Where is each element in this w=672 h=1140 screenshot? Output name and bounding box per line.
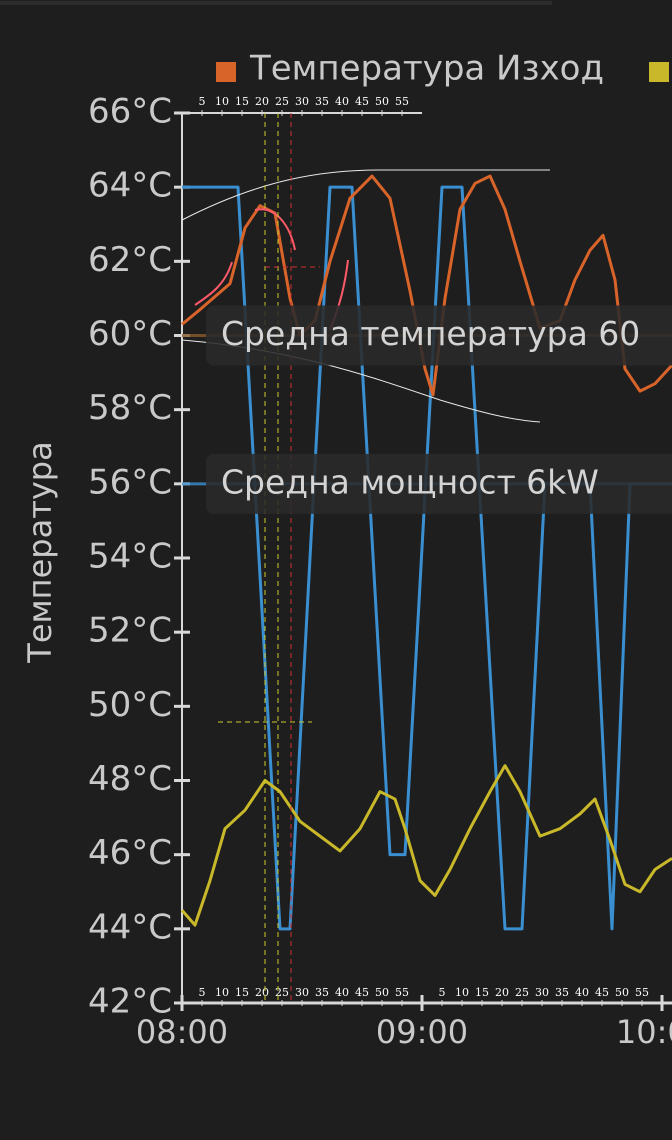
minute-label: 35	[315, 986, 329, 999]
annotation-box	[206, 453, 672, 514]
y-tick-label: 46°C	[88, 833, 172, 873]
y-tick-label: 58°C	[88, 388, 172, 428]
minute-label: 5	[199, 986, 206, 999]
legend-label: Температура Изход	[249, 49, 604, 89]
y-tick-label: 52°C	[88, 611, 172, 651]
minute-label: 20	[495, 986, 509, 999]
minute-label: 50	[375, 95, 389, 108]
minute-label: 55	[395, 986, 409, 999]
minute-label: 15	[235, 986, 249, 999]
minute-label: 25	[515, 986, 529, 999]
y-axis-title: Температура	[21, 441, 59, 663]
minute-label: 10	[215, 986, 229, 999]
minute-label: 55	[395, 95, 409, 108]
y-tick-label: 64°C	[88, 166, 172, 206]
minute-label: 20	[255, 986, 269, 999]
minute-label: 15	[475, 986, 489, 999]
minute-label: 50	[615, 986, 629, 999]
legend-swatch	[649, 62, 669, 82]
sketch-curve	[194, 261, 233, 306]
y-tick-label: 44°C	[88, 907, 172, 947]
minute-label: 30	[295, 986, 309, 999]
y-tick-label: 56°C	[88, 462, 172, 502]
sketch-curve	[254, 208, 296, 251]
minute-label: 10	[455, 986, 469, 999]
minute-label: 5	[199, 95, 206, 108]
legend-swatch	[216, 62, 236, 82]
minute-label: 50	[375, 986, 389, 999]
x-tick-label: 08:00	[136, 1013, 228, 1051]
annotation-text: Средна температура 60	[221, 314, 640, 353]
annotation-text: Средна мощност 6kW	[221, 462, 599, 501]
decoration	[181, 113, 550, 1003]
y-tick-label: 50°C	[88, 685, 172, 725]
y-tick-label: 48°C	[88, 759, 172, 799]
minute-label: 35	[555, 986, 569, 999]
sketch-curve	[181, 169, 550, 221]
y-tick-label: 60°C	[88, 314, 172, 354]
minute-label: 45	[355, 986, 369, 999]
minute-label: 5	[439, 986, 446, 999]
minute-label: 35	[315, 95, 329, 108]
minute-label: 45	[595, 986, 609, 999]
minute-label: 25	[275, 986, 289, 999]
y-tick-label: 54°C	[88, 537, 172, 577]
overlay: Средна температура 60 Средна мощност 6kW Т…	[206, 49, 672, 514]
minute-label: 40	[335, 986, 349, 999]
minute-label: 30	[295, 95, 309, 108]
minute-label: 25	[275, 95, 289, 108]
minute-label: 45	[355, 95, 369, 108]
minute-label: 40	[335, 95, 349, 108]
minute-label: 15	[235, 95, 249, 108]
y-tick-label: 62°C	[88, 240, 172, 280]
series-line	[182, 185, 672, 931]
minute-label: 30	[535, 986, 549, 999]
minute-label: 10	[215, 95, 229, 108]
minute-label: 55	[635, 986, 649, 999]
minute-label: 40	[575, 986, 589, 999]
series-line	[180, 764, 672, 927]
plot: 42°C 44°C 46°C 48°C 50°C 52°C 54°C 56°C 58°C 60°C…	[88, 92, 672, 1051]
annotation-box	[206, 305, 672, 366]
y-tick-label: 42°C	[88, 982, 172, 1022]
x-tick-label: 09:00	[376, 1013, 468, 1051]
x-tick-label: 10:00	[616, 1013, 672, 1051]
y-tick-label: 66°C	[88, 92, 172, 132]
minute-label: 20	[255, 95, 269, 108]
